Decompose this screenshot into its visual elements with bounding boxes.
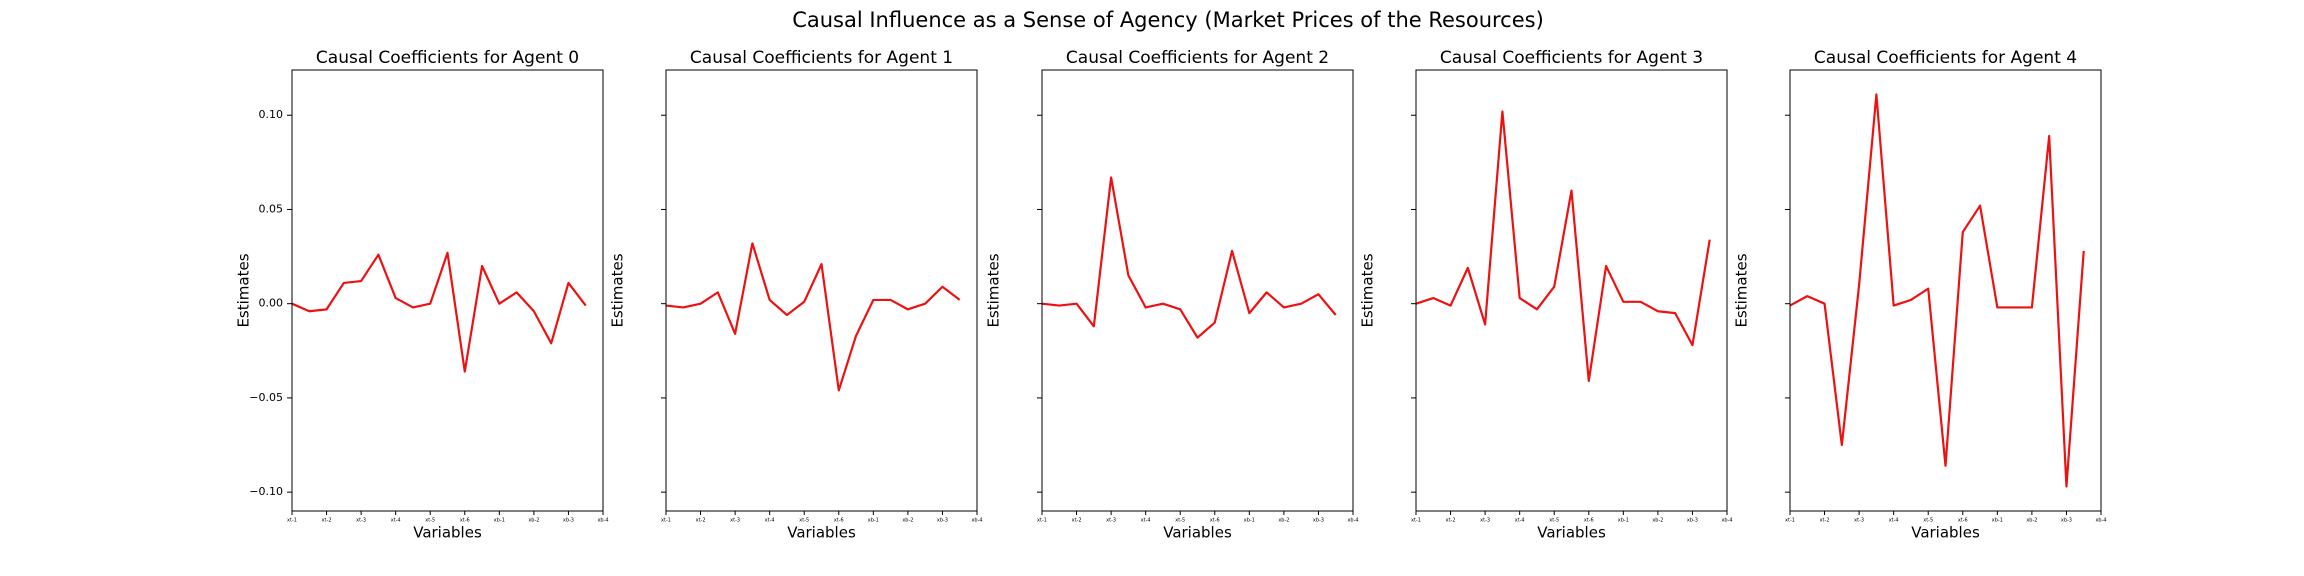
x-tick-label: xt-1: [1785, 518, 1795, 524]
x-tick-label: xb-4: [597, 518, 608, 524]
axes-title: Causal Coefficients for Agent 4: [1814, 48, 2077, 68]
x-tick-label: xt-6: [1958, 518, 1968, 524]
x-tick-label: xb-4: [971, 518, 982, 524]
x-tick-label: xt-3: [1106, 518, 1116, 524]
x-tick-label: xt-4: [1141, 518, 1151, 524]
x-tick-label: xt-3: [1480, 518, 1490, 524]
x-tick-label: xb-4: [1347, 518, 1358, 524]
data-line: [291, 251, 587, 373]
x-tick-label: xt-4: [1889, 518, 1899, 524]
x-tick-label: xt-4: [391, 518, 401, 524]
x-tick-label: xt-1: [1411, 518, 1421, 524]
x-tick-label: xb-1: [1244, 518, 1255, 524]
data-line: [1415, 110, 1711, 383]
axes-frame: [665, 69, 978, 512]
x-tick-label: xt-1: [661, 518, 671, 524]
x-tick-label: xt-5: [1549, 518, 1559, 524]
x-tick-label: xb-3: [1313, 518, 1324, 524]
x-tick-label: xb-4: [1721, 518, 1732, 524]
x-tick-label: xb-2: [528, 518, 539, 524]
y-axis-label: Estimates: [1359, 253, 1377, 327]
data-line: [1041, 176, 1337, 339]
x-tick-label: xb-3: [1687, 518, 1698, 524]
y-tick-label: −0.05: [249, 391, 283, 404]
x-tick-label: xb-4: [2095, 518, 2106, 524]
x-tick-label: xt-2: [1072, 518, 1082, 524]
x-tick-label: xt-2: [1820, 518, 1830, 524]
x-axis-label: Variables: [413, 524, 482, 542]
x-axis-label: Variables: [1163, 524, 1232, 542]
axes-frame: [1041, 69, 1354, 512]
y-tick-label: 0.05: [259, 202, 284, 215]
x-tick-label: xt-1: [1037, 518, 1047, 524]
y-axis-label: Estimates: [235, 253, 253, 327]
x-tick-label: xt-6: [1210, 518, 1220, 524]
x-tick-label: xb-1: [1992, 518, 2003, 524]
x-tick-label: xb-2: [1652, 518, 1663, 524]
data-line: [1789, 93, 2085, 488]
x-tick-label: xt-2: [1446, 518, 1456, 524]
x-tick-label: xt-4: [765, 518, 775, 524]
x-tick-label: xt-6: [834, 518, 844, 524]
axes-frame: [1415, 69, 1728, 512]
y-axis-label: Estimates: [609, 253, 627, 327]
x-axis-label: Variables: [1537, 524, 1606, 542]
axes-title: Causal Coefficients for Agent 0: [316, 48, 579, 68]
x-tick-label: xt-5: [799, 518, 809, 524]
x-tick-label: xb-1: [494, 518, 505, 524]
x-tick-label: xt-3: [730, 518, 740, 524]
axes-title: Causal Coefficients for Agent 1: [690, 48, 953, 68]
x-tick-label: xt-5: [1175, 518, 1185, 524]
x-tick-label: xt-1: [287, 518, 297, 524]
x-axis-label: Variables: [1911, 524, 1980, 542]
x-tick-label: xt-5: [1923, 518, 1933, 524]
y-axis-label: Estimates: [985, 253, 1003, 327]
axes-title: Causal Coefficients for Agent 2: [1066, 48, 1329, 68]
x-tick-label: xb-1: [1618, 518, 1629, 524]
x-tick-label: xt-6: [460, 518, 470, 524]
y-tick-label: 0.10: [259, 108, 284, 121]
data-line: [665, 242, 961, 392]
x-tick-label: xt-6: [1584, 518, 1594, 524]
x-tick-label: xt-3: [356, 518, 366, 524]
x-tick-label: xb-1: [868, 518, 879, 524]
x-tick-label: xb-3: [2061, 518, 2072, 524]
figure-title: Causal Influence as a Sense of Agency (M…: [792, 8, 1544, 32]
axes-title: Causal Coefficients for Agent 3: [1440, 48, 1703, 68]
x-tick-label: xt-4: [1515, 518, 1525, 524]
x-tick-label: xt-3: [1854, 518, 1864, 524]
x-tick-label: xt-2: [322, 518, 332, 524]
y-axis-label: Estimates: [1733, 253, 1751, 327]
y-tick-label: −0.10: [249, 485, 283, 498]
x-tick-label: xt-5: [425, 518, 435, 524]
x-tick-label: xb-2: [2026, 518, 2037, 524]
y-tick-label: 0.00: [259, 297, 284, 310]
x-axis-label: Variables: [787, 524, 856, 542]
x-tick-label: xb-3: [937, 518, 948, 524]
x-tick-label: xb-3: [563, 518, 574, 524]
axes-frame: [1789, 69, 2102, 512]
axes-frame: [291, 69, 604, 512]
x-tick-label: xt-2: [696, 518, 706, 524]
x-tick-label: xb-2: [1278, 518, 1289, 524]
x-tick-label: xb-2: [902, 518, 913, 524]
